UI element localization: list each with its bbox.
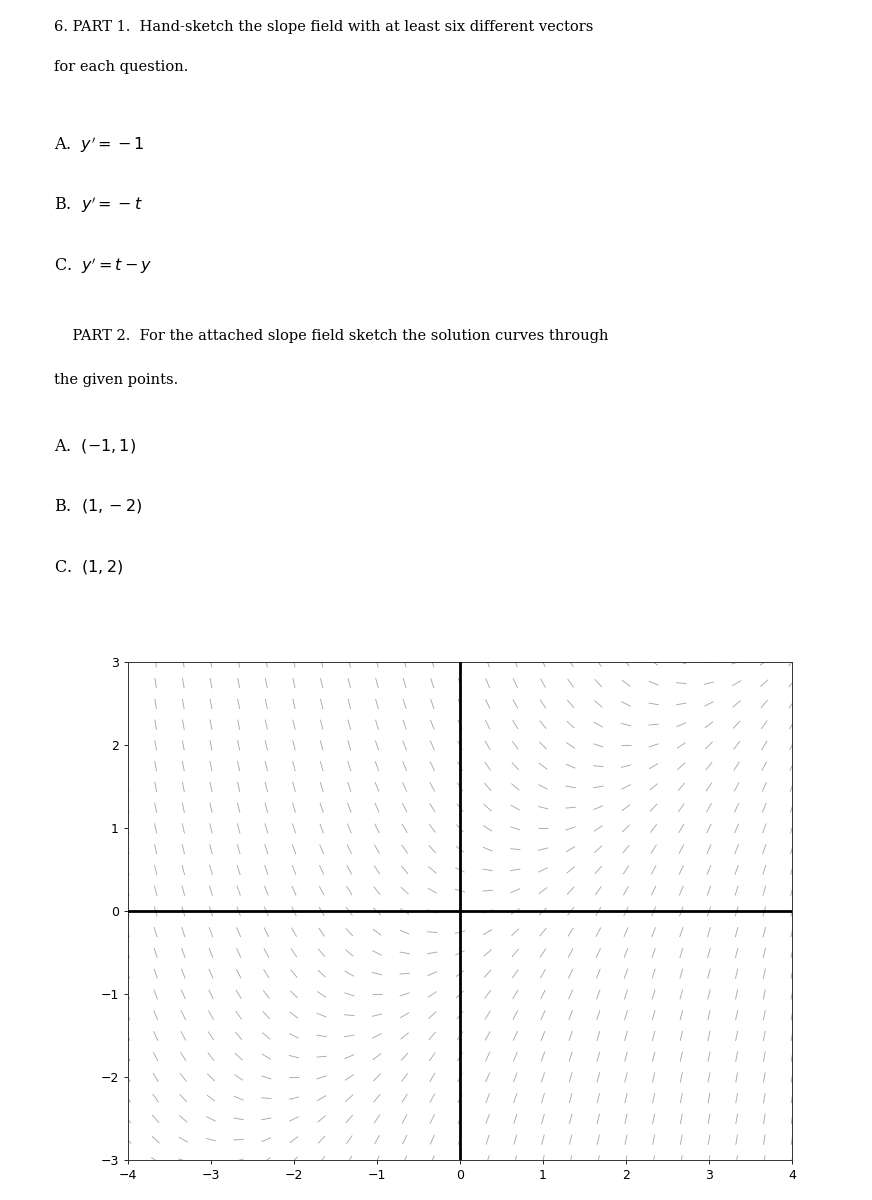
Text: A.  $(-1, 1)$: A. $(-1, 1)$ xyxy=(54,437,136,455)
Text: C.  $(1, 2)$: C. $(1, 2)$ xyxy=(54,558,123,576)
Text: 6. PART 1.  Hand-sketch the slope field with at least six different vectors: 6. PART 1. Hand-sketch the slope field w… xyxy=(54,20,594,34)
Text: A.  $y' = -1$: A. $y' = -1$ xyxy=(54,134,145,155)
Text: C.  $y' = t - y$: C. $y' = t - y$ xyxy=(54,256,153,276)
Text: PART 2.  For the attached slope field sketch the solution curves through: PART 2. For the attached slope field ske… xyxy=(54,329,609,343)
Text: for each question.: for each question. xyxy=(54,60,188,74)
Text: B.  $y' = -t$: B. $y' = -t$ xyxy=(54,194,143,215)
Text: the given points.: the given points. xyxy=(54,373,178,386)
Text: B.  $(1, -2)$: B. $(1, -2)$ xyxy=(54,497,142,515)
